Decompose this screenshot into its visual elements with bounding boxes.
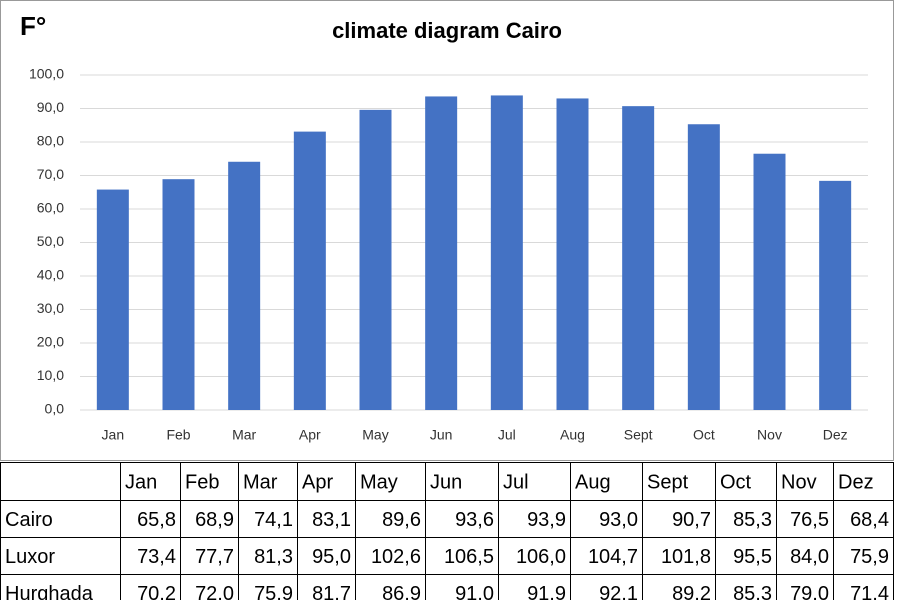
y-axis-label: F°	[20, 11, 46, 41]
table-cell: 106,0	[516, 546, 566, 568]
bar	[753, 153, 786, 410]
table-cell: 79,0	[790, 583, 829, 600]
table-cell: 95,5	[733, 546, 772, 568]
x-tick-label: Aug	[560, 427, 585, 443]
x-tick-label: Sept	[624, 427, 653, 443]
y-tick-label: 90,0	[37, 99, 64, 115]
table-header: Apr	[302, 471, 333, 493]
bar	[228, 161, 261, 410]
table-cell: 92,1	[599, 583, 638, 600]
bar	[359, 109, 392, 410]
table-cell: 75,9	[254, 583, 293, 600]
table-cell: 89,6	[382, 509, 421, 531]
table-cell: 68,9	[195, 509, 234, 531]
table-cell: 76,5	[790, 509, 829, 531]
bar	[622, 106, 655, 410]
table-cell: 104,7	[588, 546, 638, 568]
table-header: Sept	[647, 471, 689, 493]
chart-title: climate diagram Cairo	[332, 18, 562, 43]
table-cell: 72,0	[195, 583, 234, 600]
bar	[819, 180, 852, 410]
bar	[490, 95, 523, 410]
y-tick-label: 30,0	[37, 300, 64, 316]
x-tick-label: Apr	[299, 427, 321, 443]
bar	[162, 179, 195, 410]
table-header: Mar	[243, 471, 278, 493]
table-cell: 101,8	[661, 546, 711, 568]
table-cell: 70,2	[137, 583, 176, 600]
x-tick-label: Jul	[498, 427, 516, 443]
y-tick-label: 70,0	[37, 166, 64, 182]
bar	[556, 98, 589, 410]
bar	[96, 189, 129, 410]
table-row-label: Hurghada	[5, 583, 94, 600]
y-tick-label: 20,0	[37, 334, 64, 350]
table-header: Feb	[185, 471, 219, 493]
y-tick-label: 10,0	[37, 367, 64, 383]
y-tick-label: 0,0	[45, 401, 65, 417]
table-header: Dez	[838, 471, 874, 493]
table-cell: 74,1	[254, 509, 293, 531]
table-cell: 93,9	[527, 509, 566, 531]
table-cell: 73,4	[137, 546, 176, 568]
x-tick-label: Dez	[823, 427, 848, 443]
table-cell: 77,7	[195, 546, 234, 568]
table-cell: 81,7	[312, 583, 351, 600]
table-cell: 95,0	[312, 546, 351, 568]
table-header: Jan	[125, 471, 157, 493]
x-tick-label: May	[362, 427, 388, 443]
table-header: Oct	[720, 471, 752, 493]
table-header: Jul	[503, 471, 529, 493]
bar	[293, 131, 326, 411]
table-header: May	[360, 471, 398, 493]
table-cell: 68,4	[850, 509, 889, 531]
table-row-label: Cairo	[5, 509, 53, 531]
table-cell: 85,3	[733, 509, 772, 531]
table-header: Nov	[781, 471, 817, 493]
table-cell: 106,5	[444, 546, 494, 568]
table-header: Jun	[430, 471, 462, 493]
y-tick-label: 80,0	[37, 133, 64, 149]
table-cell: 83,1	[312, 509, 351, 531]
bar	[687, 124, 720, 411]
y-tick-label: 60,0	[37, 200, 64, 216]
table-cell: 102,6	[371, 546, 421, 568]
table-cell: 84,0	[790, 546, 829, 568]
table-cell: 86,9	[382, 583, 421, 600]
table-cell: 85,3	[733, 583, 772, 600]
x-tick-label: Jun	[430, 427, 453, 443]
y-tick-label: 100,0	[29, 66, 64, 82]
table-cell: 90,7	[672, 509, 711, 531]
x-tick-label: Jan	[102, 427, 125, 443]
y-tick-label: 50,0	[37, 233, 64, 249]
table-cell: 91,0	[455, 583, 494, 600]
table-cell: 71,4	[850, 583, 889, 600]
x-tick-label: Feb	[166, 427, 190, 443]
table-cell: 65,8	[137, 509, 176, 531]
table-cell: 75,9	[850, 546, 889, 568]
x-tick-label: Nov	[757, 427, 782, 443]
x-tick-label: Oct	[693, 427, 715, 443]
table-cell: 81,3	[254, 546, 293, 568]
table-cell: 93,6	[455, 509, 494, 531]
y-tick-label: 40,0	[37, 267, 64, 283]
bar	[425, 96, 458, 410]
x-tick-label: Mar	[232, 427, 256, 443]
table-row-label: Luxor	[5, 546, 55, 568]
table-header: Aug	[575, 471, 611, 493]
table-cell: 91,9	[527, 583, 566, 600]
table-cell: 93,0	[599, 509, 638, 531]
table-cell: 89,2	[672, 583, 711, 600]
